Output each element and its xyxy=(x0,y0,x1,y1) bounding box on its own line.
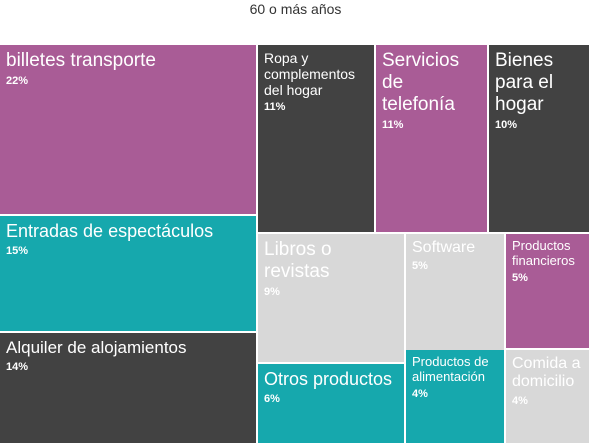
treemap-tile: Servicios de telefonía 11% xyxy=(376,45,489,234)
treemap-tile-label: Bienes para el hogar xyxy=(495,50,554,115)
treemap-tile-value: 9% xyxy=(264,285,280,298)
treemap-tile-label: Alquiler de alojamientos xyxy=(6,338,187,357)
treemap-tile-value: 11% xyxy=(382,118,404,131)
treemap-tile-value: 5% xyxy=(512,271,528,284)
treemap-chart: billetes transporte 22% Entradas de espect… xyxy=(0,45,591,445)
treemap-tile: Alquiler de alojamientos 14% xyxy=(0,333,258,445)
treemap-tile-value: 22% xyxy=(6,74,29,87)
treemap-tile-value: 14% xyxy=(6,360,29,373)
treemap-tile-value: 15% xyxy=(6,244,29,257)
treemap-tile-label: Software xyxy=(412,239,476,256)
treemap-tile-value: 5% xyxy=(412,260,428,273)
treemap-tile-value: 4% xyxy=(412,387,428,400)
treemap-tile: Productos de alimentación 4% xyxy=(406,350,506,445)
treemap-tile: Otros productos 6% xyxy=(258,364,406,445)
chart-title: 60 o más años xyxy=(249,1,342,17)
treemap-tile-value: 4% xyxy=(512,394,528,407)
treemap-tile: Productos financieros 5% xyxy=(506,234,591,350)
treemap-tile: Software 5% xyxy=(406,234,506,364)
treemap-tile: Libros o revistas 9% xyxy=(258,234,406,364)
treemap-tile: Bienes para el hogar 10% xyxy=(489,45,591,234)
treemap-tile-label: Comida a domicilio xyxy=(512,355,581,391)
treemap-tile-label: Libros o revistas xyxy=(264,239,332,282)
treemap-tile-label: billetes transporte xyxy=(6,50,156,71)
treemap-tile-value: 10% xyxy=(495,118,518,131)
treemap-tile-label: Entradas de espectáculos xyxy=(6,221,214,241)
treemap-tile-label: Otros productos xyxy=(264,369,393,389)
treemap-tile: billetes transporte 22% xyxy=(0,45,258,216)
treemap-tile-value: 11% xyxy=(264,101,286,114)
treemap-tile-label: Ropa y complementos del hogar xyxy=(264,50,356,99)
treemap-tile-label: Productos financieros xyxy=(512,238,575,268)
treemap-tile-value: 6% xyxy=(264,392,280,405)
treemap-tile: Ropa y complementos del hogar 11% xyxy=(258,45,376,234)
treemap-tile: Entradas de espectáculos 15% xyxy=(0,216,258,333)
treemap-tile-label: Productos de alimentación xyxy=(412,354,489,384)
treemap-tile-label: Servicios de telefonía xyxy=(382,50,460,115)
treemap-tile: Comida a domicilio 4% xyxy=(506,350,591,445)
